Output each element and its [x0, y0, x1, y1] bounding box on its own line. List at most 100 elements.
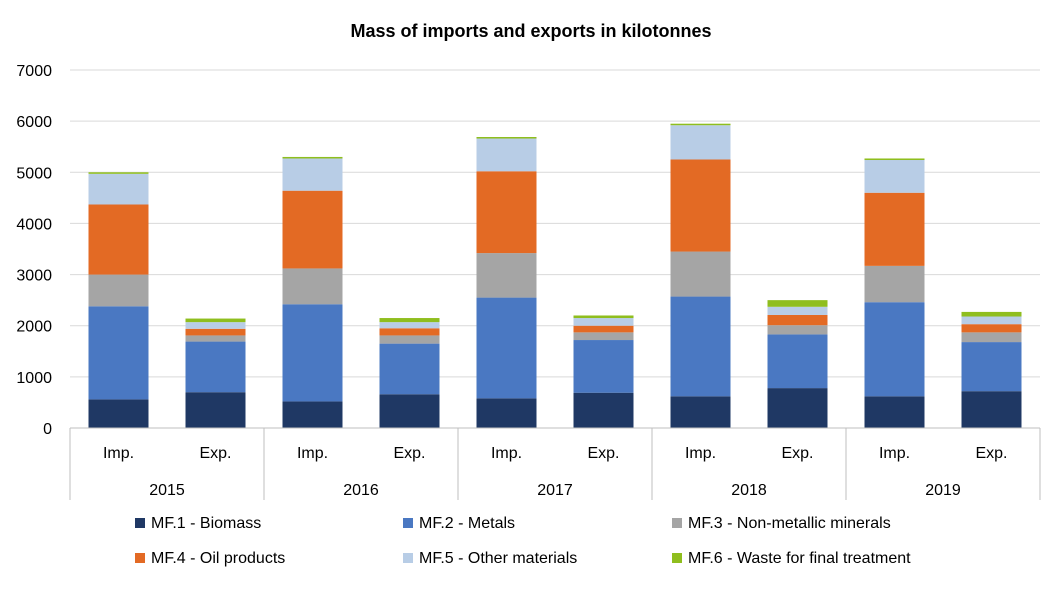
- bars: [88, 123, 1022, 428]
- bar-segment: [282, 268, 343, 305]
- bar-segment: [185, 335, 246, 342]
- x-group-label: 2016: [343, 482, 379, 499]
- legend-swatch: [672, 518, 682, 528]
- x-subcategory-label: Imp.: [879, 445, 910, 462]
- bar-segment: [573, 318, 634, 326]
- x-group-label: 2018: [731, 482, 767, 499]
- bar-segment: [476, 138, 537, 172]
- x-axis: Imp. Exp. Imp. Exp. Imp. Exp. Imp. Exp. Imp. Exp.…: [69, 427, 1041, 500]
- bar-segment: [88, 274, 149, 307]
- bar-segment: [767, 388, 828, 428]
- x-subcategory-label: Imp.: [103, 445, 134, 462]
- legend-label: MF.6 - Waste for final treatment: [688, 550, 911, 567]
- bar-segment: [961, 342, 1022, 392]
- legend-label: MF.1 - Biomass: [151, 515, 261, 532]
- x-subcategory-label: Exp.: [393, 445, 425, 462]
- bar-segment: [379, 343, 440, 395]
- x-subcategory-label: Exp.: [199, 445, 231, 462]
- bar-segment: [864, 158, 925, 161]
- x-subcategory-label: Imp.: [491, 445, 522, 462]
- bar-segment: [670, 125, 731, 160]
- bar-segment: [573, 315, 634, 319]
- bar-segment: [379, 394, 440, 428]
- bar-segment: [767, 314, 828, 326]
- legend-swatch: [403, 553, 413, 563]
- bar-segment: [670, 396, 731, 428]
- bar-segment: [185, 341, 246, 393]
- bar-segment: [767, 325, 828, 335]
- bar-segment: [185, 322, 246, 329]
- y-tick-label: 5000: [16, 165, 52, 182]
- bar-segment: [282, 401, 343, 428]
- x-subcategory-label: Imp.: [297, 445, 328, 462]
- bar-segment: [476, 253, 537, 298]
- x-group-label: 2017: [537, 482, 573, 499]
- bar-segment: [767, 306, 828, 315]
- y-tick-label: 2000: [16, 319, 52, 336]
- legend-label: MF.5 - Other materials: [419, 550, 577, 567]
- x-group-label: 2019: [925, 482, 961, 499]
- bar-segment: [282, 158, 343, 191]
- x-subcategory-label: Exp.: [975, 445, 1007, 462]
- bar-segment: [767, 300, 828, 307]
- y-tick-label: 3000: [16, 268, 52, 285]
- bar-segment: [864, 302, 925, 397]
- bar-segment: [864, 160, 925, 193]
- bar-segment: [864, 265, 925, 303]
- bar-segment: [379, 328, 440, 336]
- bar-segment: [573, 392, 634, 428]
- legend-swatch: [135, 518, 145, 528]
- bar-segment: [476, 136, 537, 139]
- bar-segment: [379, 335, 440, 344]
- legend-label: MF.4 - Oil products: [151, 550, 285, 567]
- bar-segment: [573, 325, 634, 333]
- bar-segment: [88, 306, 149, 400]
- x-subcategory-label: Exp.: [587, 445, 619, 462]
- bar-segment: [282, 156, 343, 159]
- bar-segment: [185, 328, 246, 336]
- y-tick-label: 6000: [16, 114, 52, 131]
- bar-segment: [88, 173, 149, 205]
- x-group-label: 2015: [149, 482, 185, 499]
- bar-segment: [573, 332, 634, 341]
- bar-segment: [670, 296, 731, 397]
- bar-segment: [961, 324, 1022, 333]
- legend-swatch: [672, 553, 682, 563]
- bar-segment: [864, 192, 925, 266]
- legend-label: MF.2 - Metals: [419, 515, 515, 532]
- x-subcategory-label: Imp.: [685, 445, 716, 462]
- bar-segment: [476, 297, 537, 399]
- bar-segment: [476, 171, 537, 254]
- bar-segment: [88, 204, 149, 275]
- bar-segment: [88, 172, 149, 174]
- bar-segment: [379, 318, 440, 323]
- bar-segment: [670, 123, 731, 126]
- bar-segment: [88, 399, 149, 428]
- chart-title: Mass of imports and exports in kilotonne…: [350, 21, 711, 41]
- bar-segment: [961, 391, 1022, 428]
- y-tick-label: 0: [43, 421, 52, 438]
- bar-segment: [185, 392, 246, 428]
- y-axis: 0 1000 2000 3000 4000 5000 6000 7000: [16, 63, 52, 438]
- bar-segment: [185, 318, 246, 323]
- bar-segment: [573, 340, 634, 393]
- x-subcategory-label: Exp.: [781, 445, 813, 462]
- bar-segment: [282, 190, 343, 269]
- bar-segment: [961, 332, 1022, 343]
- bar-segment: [670, 251, 731, 297]
- legend: MF.1 - Biomass MF.2 - Metals MF.3 - Non-me…: [135, 515, 911, 567]
- bar-segment: [767, 334, 828, 389]
- bar-segment: [864, 396, 925, 428]
- y-tick-label: 1000: [16, 370, 52, 387]
- legend-label: MF.3 - Non-metallic minerals: [688, 515, 891, 532]
- y-tick-label: 7000: [16, 63, 52, 80]
- bar-segment: [282, 304, 343, 402]
- y-tick-label: 4000: [16, 216, 52, 233]
- bar-segment: [476, 398, 537, 428]
- legend-swatch: [135, 553, 145, 563]
- bar-segment: [961, 316, 1022, 325]
- legend-swatch: [403, 518, 413, 528]
- bar-segment: [961, 311, 1022, 317]
